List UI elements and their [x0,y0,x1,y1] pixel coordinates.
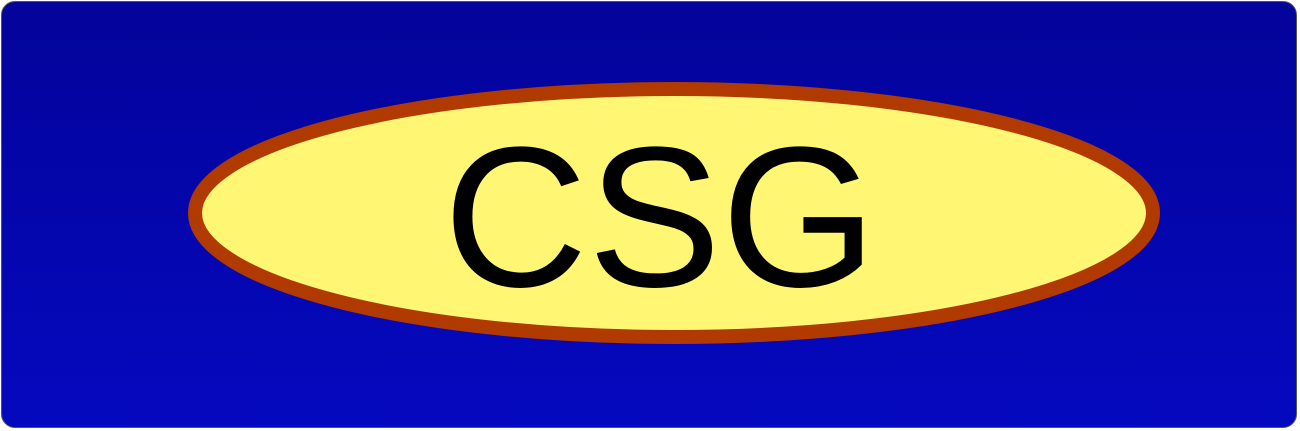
logo-text: CSG [443,106,876,329]
logo-ellipse [188,82,1160,344]
